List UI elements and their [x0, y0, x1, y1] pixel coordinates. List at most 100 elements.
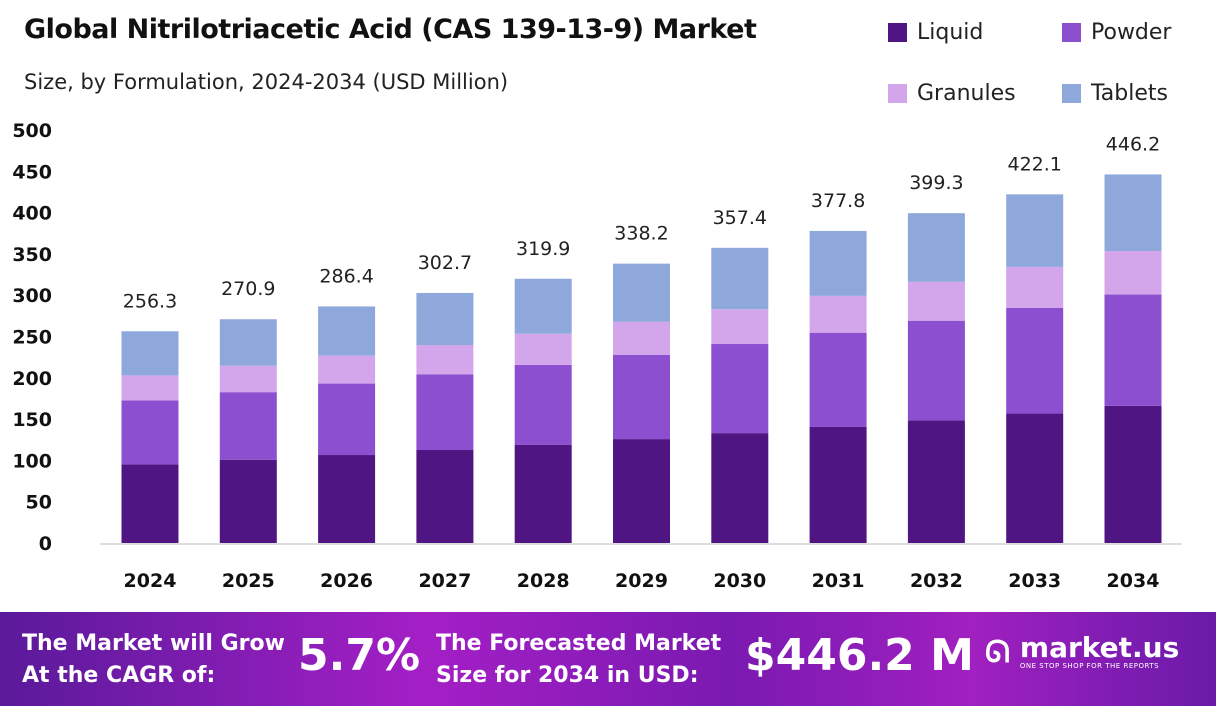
bar-segment-liquid	[219, 459, 277, 543]
bar-segment-powder	[809, 332, 867, 427]
y-tick-label: 150	[12, 409, 52, 431]
y-tick-label: 50	[26, 492, 52, 514]
bar-segment-tablets	[318, 306, 376, 356]
x-tick-label: 2024	[124, 570, 177, 592]
cagr-label-line: The Market will Grow	[22, 631, 285, 656]
chart-title: Global Nitrilotriacetic Acid (CAS 139-13…	[24, 14, 757, 45]
legend-label: Liquid	[917, 20, 984, 45]
bar-segment-liquid	[121, 464, 179, 543]
bar-segment-liquid	[907, 420, 965, 543]
bar-segment-granules	[219, 365, 277, 393]
x-tick-label: 2030	[713, 570, 766, 592]
bar-segment-tablets	[1006, 194, 1064, 267]
bar-segment-granules	[809, 295, 867, 333]
bar-segment-liquid	[1006, 413, 1064, 543]
total-data-label: 256.3	[123, 290, 177, 312]
x-tick-label: 2029	[615, 570, 668, 592]
total-data-label: 399.3	[909, 172, 963, 194]
bar-segment-tablets	[1104, 174, 1162, 252]
bar-segment-tablets	[613, 263, 670, 322]
bar-segment-liquid	[1104, 405, 1162, 543]
total-data-label: 319.9	[516, 238, 570, 260]
bar-segment-powder	[318, 383, 376, 456]
legend-item-liquid: Liquid	[888, 20, 983, 45]
bar-segment-granules	[514, 333, 572, 365]
forecast-label-line: Size for 2034 in USD:	[436, 663, 699, 688]
y-tick-label: 450	[12, 161, 52, 183]
x-tick-label: 2028	[517, 570, 570, 592]
x-tick-label: 2025	[222, 570, 275, 592]
bar-segment-powder	[416, 374, 474, 450]
cagr-label: The Market will Grow At the CAGR of:	[22, 628, 285, 692]
y-tick-label: 200	[12, 368, 52, 390]
bar-segment-granules	[416, 345, 474, 375]
legend-label: Granules	[917, 81, 1016, 106]
bar-segment-tablets	[219, 319, 277, 366]
footer-banner: The Market will Grow At the CAGR of: 5.7%…	[0, 612, 1216, 706]
y-tick-label: 400	[12, 203, 52, 225]
total-data-label: 446.2	[1106, 133, 1160, 155]
y-tick-label: 300	[12, 285, 52, 307]
bar-segment-powder	[514, 364, 572, 445]
bar-segment-liquid	[416, 449, 474, 543]
legend-item-tablets: Tablets	[1062, 81, 1168, 106]
brand-tagline: ONE STOP SHOP FOR THE REPORTS	[1019, 662, 1160, 670]
x-tick-label: 2032	[910, 570, 963, 592]
bar-segment-granules	[907, 281, 965, 321]
bar-segment-powder	[711, 344, 769, 434]
legend-item-granules: Granules	[888, 81, 1016, 106]
bar-segment-tablets	[809, 230, 867, 296]
bar-segment-tablets	[907, 213, 965, 282]
bar-segment-granules	[318, 355, 376, 384]
y-tick-label: 0	[39, 533, 52, 555]
stacked-bar-chart: 0 50 100 150 200 250 300 350 400 450 500 256.3 2024 2…	[12, 120, 1182, 592]
bar-segment-powder	[219, 392, 277, 460]
bar-segment-granules	[1006, 266, 1064, 309]
bar-segment-tablets	[711, 247, 769, 310]
bar-segment-powder	[613, 354, 670, 440]
chart-subtitle: Size, by Formulation, 2024-2034 (USD Mil…	[24, 70, 509, 94]
x-tick-label: 2027	[418, 570, 471, 592]
bar-segment-granules	[121, 375, 179, 401]
forecast-label: The Forecasted Market Size for 2034 in US…	[436, 628, 721, 692]
bar-segment-liquid	[613, 439, 670, 543]
total-data-label: 338.2	[614, 223, 668, 245]
x-tick-label: 2034	[1107, 570, 1160, 592]
total-data-label: 357.4	[713, 207, 767, 229]
total-data-label: 270.9	[221, 278, 275, 300]
bar-segment-liquid	[514, 444, 572, 543]
forecast-value: $446.2 M	[745, 630, 974, 681]
bar-segment-granules	[711, 309, 769, 345]
total-data-label: 377.8	[811, 190, 865, 212]
total-data-label: 302.7	[418, 252, 472, 274]
cagr-label-line: At the CAGR of:	[22, 663, 216, 688]
bar-segment-powder	[907, 320, 965, 421]
y-tick-label: 500	[12, 120, 52, 142]
x-tick-label: 2026	[320, 570, 373, 592]
total-data-label: 422.1	[1007, 153, 1061, 175]
y-tick-label: 350	[12, 244, 52, 266]
x-tick-label: 2033	[1008, 570, 1061, 592]
bar-segment-tablets	[121, 331, 179, 376]
legend-item-powder: Powder	[1062, 20, 1171, 45]
bar-segment-granules	[613, 321, 670, 355]
bar-segment-tablets	[514, 278, 572, 334]
logo-mark-icon: ᘏ	[985, 634, 1010, 670]
bar-segment-powder	[121, 400, 179, 465]
x-tick-label: 2031	[812, 570, 865, 592]
legend-label: Tablets	[1091, 81, 1168, 106]
brand-logo: ᘏ market.us ONE STOP SHOP FOR THE REPORTS	[985, 631, 1180, 671]
bar-segment-liquid	[711, 433, 769, 543]
legend-label: Powder	[1091, 20, 1172, 45]
y-tick-label: 100	[12, 450, 52, 472]
total-data-label: 286.4	[319, 265, 373, 287]
bar-segment-tablets	[416, 292, 474, 346]
y-tick-label: 250	[12, 327, 52, 349]
cagr-value: 5.7%	[298, 630, 421, 681]
bar-segment-liquid	[318, 455, 376, 543]
bar-segment-liquid	[809, 426, 867, 543]
bar-segment-granules	[1104, 251, 1162, 295]
bar-segment-powder	[1104, 294, 1162, 406]
forecast-label-line: The Forecasted Market	[436, 631, 722, 656]
brand-name: market.us	[1019, 631, 1180, 664]
